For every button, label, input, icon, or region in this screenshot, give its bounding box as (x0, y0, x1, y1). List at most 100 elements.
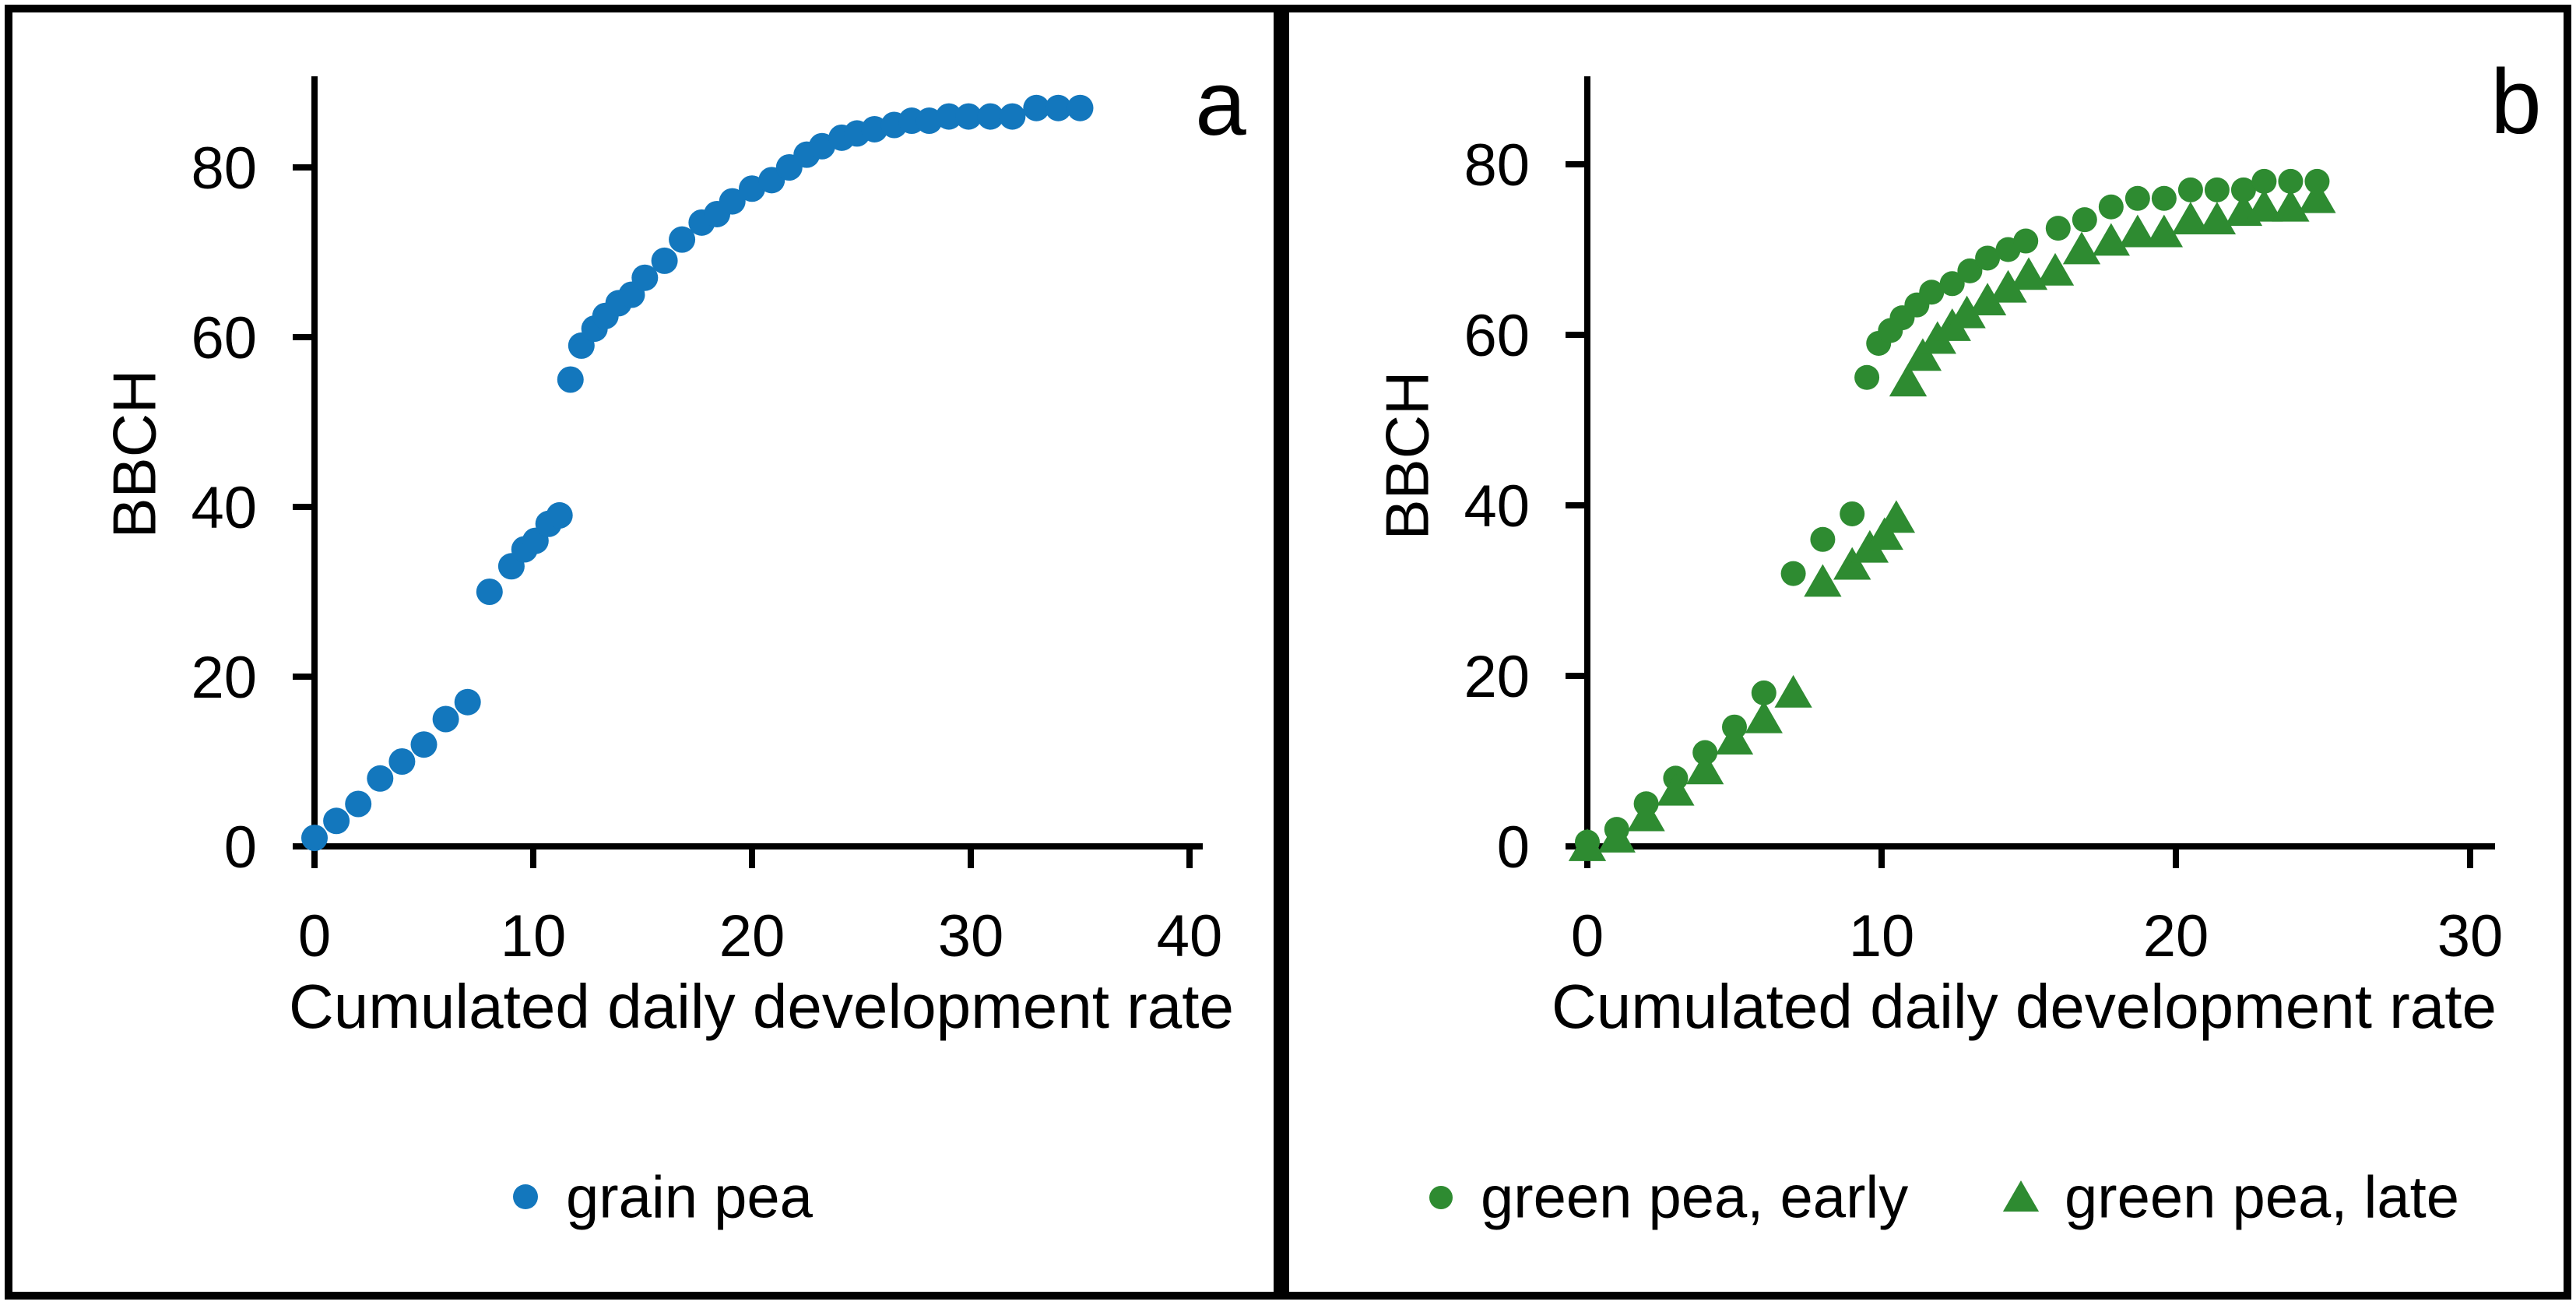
data-point-triangle (2198, 202, 2237, 235)
data-point-circle (1919, 280, 1945, 305)
data-point-circle (2045, 216, 2071, 241)
data-point-triangle (1889, 364, 1928, 397)
data-point-triangle (2009, 257, 2048, 290)
data-point-triangle (1833, 547, 1871, 580)
x-tick-label: 0 (298, 903, 331, 969)
y-tick-label: 20 (1464, 644, 1530, 710)
data-point-circle (999, 103, 1026, 130)
data-point-triangle (1774, 674, 1812, 708)
legend-marker-circle (513, 1184, 538, 1209)
data-point-circle (1939, 271, 1965, 297)
data-point-triangle (2171, 202, 2210, 235)
data-point-circle (1023, 94, 1050, 121)
panel-letter-a: a (1195, 52, 1246, 155)
data-point-circle (915, 107, 943, 135)
data-point-triangle (2245, 188, 2283, 222)
data-point-circle (651, 247, 678, 274)
x-tick-label: 10 (501, 903, 567, 969)
data-point-circle (861, 115, 888, 142)
data-point-circle (2177, 177, 2203, 202)
data-point-circle (476, 579, 503, 605)
x-tick-label: 30 (2437, 903, 2504, 969)
data-point-triangle (1597, 820, 1636, 853)
data-point-circle (2098, 194, 2124, 220)
data-point-circle (719, 188, 746, 215)
data-point-circle (669, 226, 696, 253)
y-tick-label: 60 (191, 305, 257, 371)
data-point-circle (1975, 245, 2001, 271)
data-point-triangle (1568, 828, 1607, 861)
data-point-circle (388, 748, 416, 775)
y-tick-label: 80 (191, 135, 257, 202)
data-point-triangle (1686, 751, 1724, 785)
data-point-triangle (1745, 700, 1783, 733)
x-tick-label: 10 (1849, 903, 1915, 969)
data-point-circle (2124, 185, 2150, 211)
x-tick-label: 40 (1157, 903, 1223, 969)
data-point-circle (323, 807, 350, 835)
data-point-triangle (1989, 269, 2027, 303)
legend-marker-triangle (2002, 1180, 2040, 1212)
data-point-triangle (1948, 295, 1986, 329)
data-point-circle (2013, 228, 2039, 254)
data-point-triangle (2298, 180, 2336, 213)
data-point-circle (546, 501, 573, 529)
data-point-triangle (1968, 283, 2007, 316)
y-tick-label: 80 (1464, 132, 1530, 199)
data-point-circle (2278, 168, 2304, 194)
x-tick-label: 30 (938, 903, 1004, 969)
y-axis-title-b: BBCH (1372, 371, 1442, 540)
data-point-circle (955, 103, 982, 130)
y-tick-label: 40 (191, 475, 257, 541)
data-point-triangle (1865, 517, 1903, 550)
x-axis-title-a: Cumulated daily development rate (288, 972, 1235, 1041)
data-point-circle (1854, 364, 1880, 390)
data-point-circle (432, 705, 459, 733)
data-point-triangle (2062, 231, 2101, 265)
data-point-circle (2251, 168, 2277, 194)
data-point-triangle (1903, 338, 1942, 371)
data-point-circle (2072, 207, 2097, 233)
y-tick-label: 0 (1497, 814, 1530, 881)
data-point-circle (935, 103, 962, 130)
data-point-circle (454, 688, 481, 716)
data-point-circle (410, 731, 438, 758)
data-point-triangle (2145, 214, 2184, 248)
data-point-circle (1780, 561, 1806, 586)
y-tick-label: 40 (1464, 473, 1530, 540)
y-tick-label: 20 (191, 645, 257, 711)
data-point-triangle (1627, 798, 1665, 832)
data-point-triangle (2092, 223, 2130, 256)
legend-label-grain-pea: grain pea (566, 1164, 813, 1231)
data-point-circle (2230, 177, 2256, 202)
y-tick-label: 0 (224, 814, 257, 881)
data-point-triangle (1715, 722, 1754, 755)
panel-a-box (5, 5, 1281, 1300)
panel-b-box (1281, 5, 2571, 1300)
x-tick-label: 20 (719, 903, 785, 969)
data-point-triangle (2036, 252, 2075, 286)
data-point-triangle (2272, 188, 2310, 222)
data-point-circle (1810, 526, 1836, 552)
data-point-circle (1840, 501, 1865, 526)
data-point-circle (301, 825, 328, 852)
data-point-triangle (1657, 772, 1695, 806)
data-point-circle (1957, 258, 1983, 283)
data-point-triangle (2118, 214, 2157, 248)
y-axis-title-a: BBCH (100, 369, 169, 539)
legend-marker-circle (1429, 1186, 1453, 1209)
data-point-circle (1751, 680, 1776, 705)
data-point-circle (977, 103, 1004, 130)
data-point-circle (367, 765, 394, 792)
data-point-circle (2204, 177, 2230, 202)
data-point-circle (557, 366, 584, 393)
x-axis-title-b: Cumulated daily development rate (1551, 972, 2497, 1041)
data-point-triangle (1877, 500, 1916, 533)
x-tick-label: 20 (2143, 903, 2209, 969)
data-point-circle (2151, 185, 2177, 211)
y-tick-label: 60 (1464, 303, 1530, 369)
x-tick-label: 0 (1571, 903, 1604, 969)
data-point-circle (1045, 94, 1072, 121)
